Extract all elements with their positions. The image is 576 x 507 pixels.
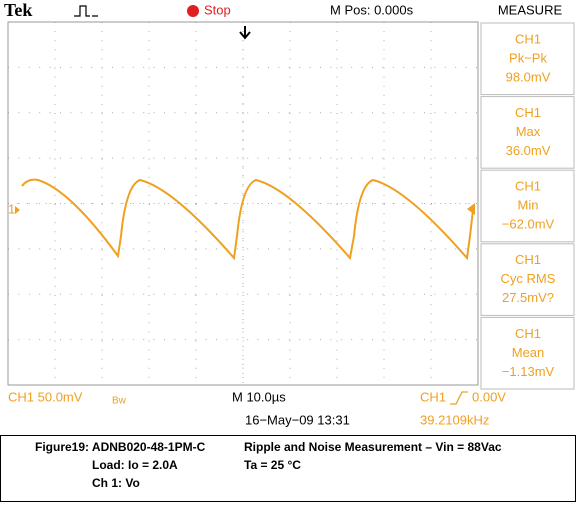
measurement-value: 36.0mV: [506, 143, 551, 158]
channel-marker: 1: [8, 201, 15, 216]
measurement-label: Min: [518, 198, 539, 213]
measurement-value: −1.13mV: [502, 364, 555, 379]
date: 16−May−09 13:31: [245, 412, 350, 427]
measurement-label: Cyc RMS: [501, 271, 556, 286]
caption-channel: Ch 1: Vo: [92, 476, 140, 490]
measurement-channel: CH1: [515, 31, 541, 46]
measurement-label: Max: [516, 124, 541, 139]
channel-scale: CH1 50.0mV: [8, 389, 83, 404]
measurement-label: Pk−Pk: [509, 50, 547, 65]
measurement-channel: CH1: [515, 105, 541, 120]
measurement-channel: CH1: [515, 252, 541, 267]
bandwidth: Bw: [112, 396, 127, 407]
caption-figure: Figure19: ADNB020-48-1PM-C: [35, 440, 206, 454]
measurement-channel: CH1: [515, 179, 541, 194]
measurement-value: −62.0mV: [502, 217, 555, 232]
caption-temperature: Ta = 25 °C: [244, 458, 301, 472]
screenshot: Tek Stop M Pos: 0.000s MEASURE 1 CH1 Pk−P…: [0, 0, 576, 502]
brand: Tek: [4, 0, 32, 20]
caption-title: Ripple and Noise Measurement – Vin = 88V…: [244, 440, 502, 454]
measurements: CH1 Pk−Pk 98.0mV CH1 Max 36.0mV CH1 Min −62.0mV C…: [481, 23, 574, 389]
measurement-label: Mean: [512, 345, 545, 360]
frequency: 39.2109kHz: [420, 412, 489, 427]
stop-dot: [187, 5, 199, 17]
timebase: M 10.0µs: [232, 389, 286, 404]
measurement-value: 27.5mV?: [502, 290, 554, 305]
menu: MEASURE: [498, 2, 563, 17]
measurement-channel: CH1: [515, 326, 541, 341]
trigger-channel: CH1: [420, 389, 446, 404]
position: M Pos: 0.000s: [330, 2, 414, 17]
caption-load: Load: Io = 2.0A: [92, 458, 178, 472]
measurement-value: 98.0mV: [506, 69, 551, 84]
trigger-level: 0.00V: [472, 389, 506, 404]
status: Stop: [204, 2, 231, 17]
